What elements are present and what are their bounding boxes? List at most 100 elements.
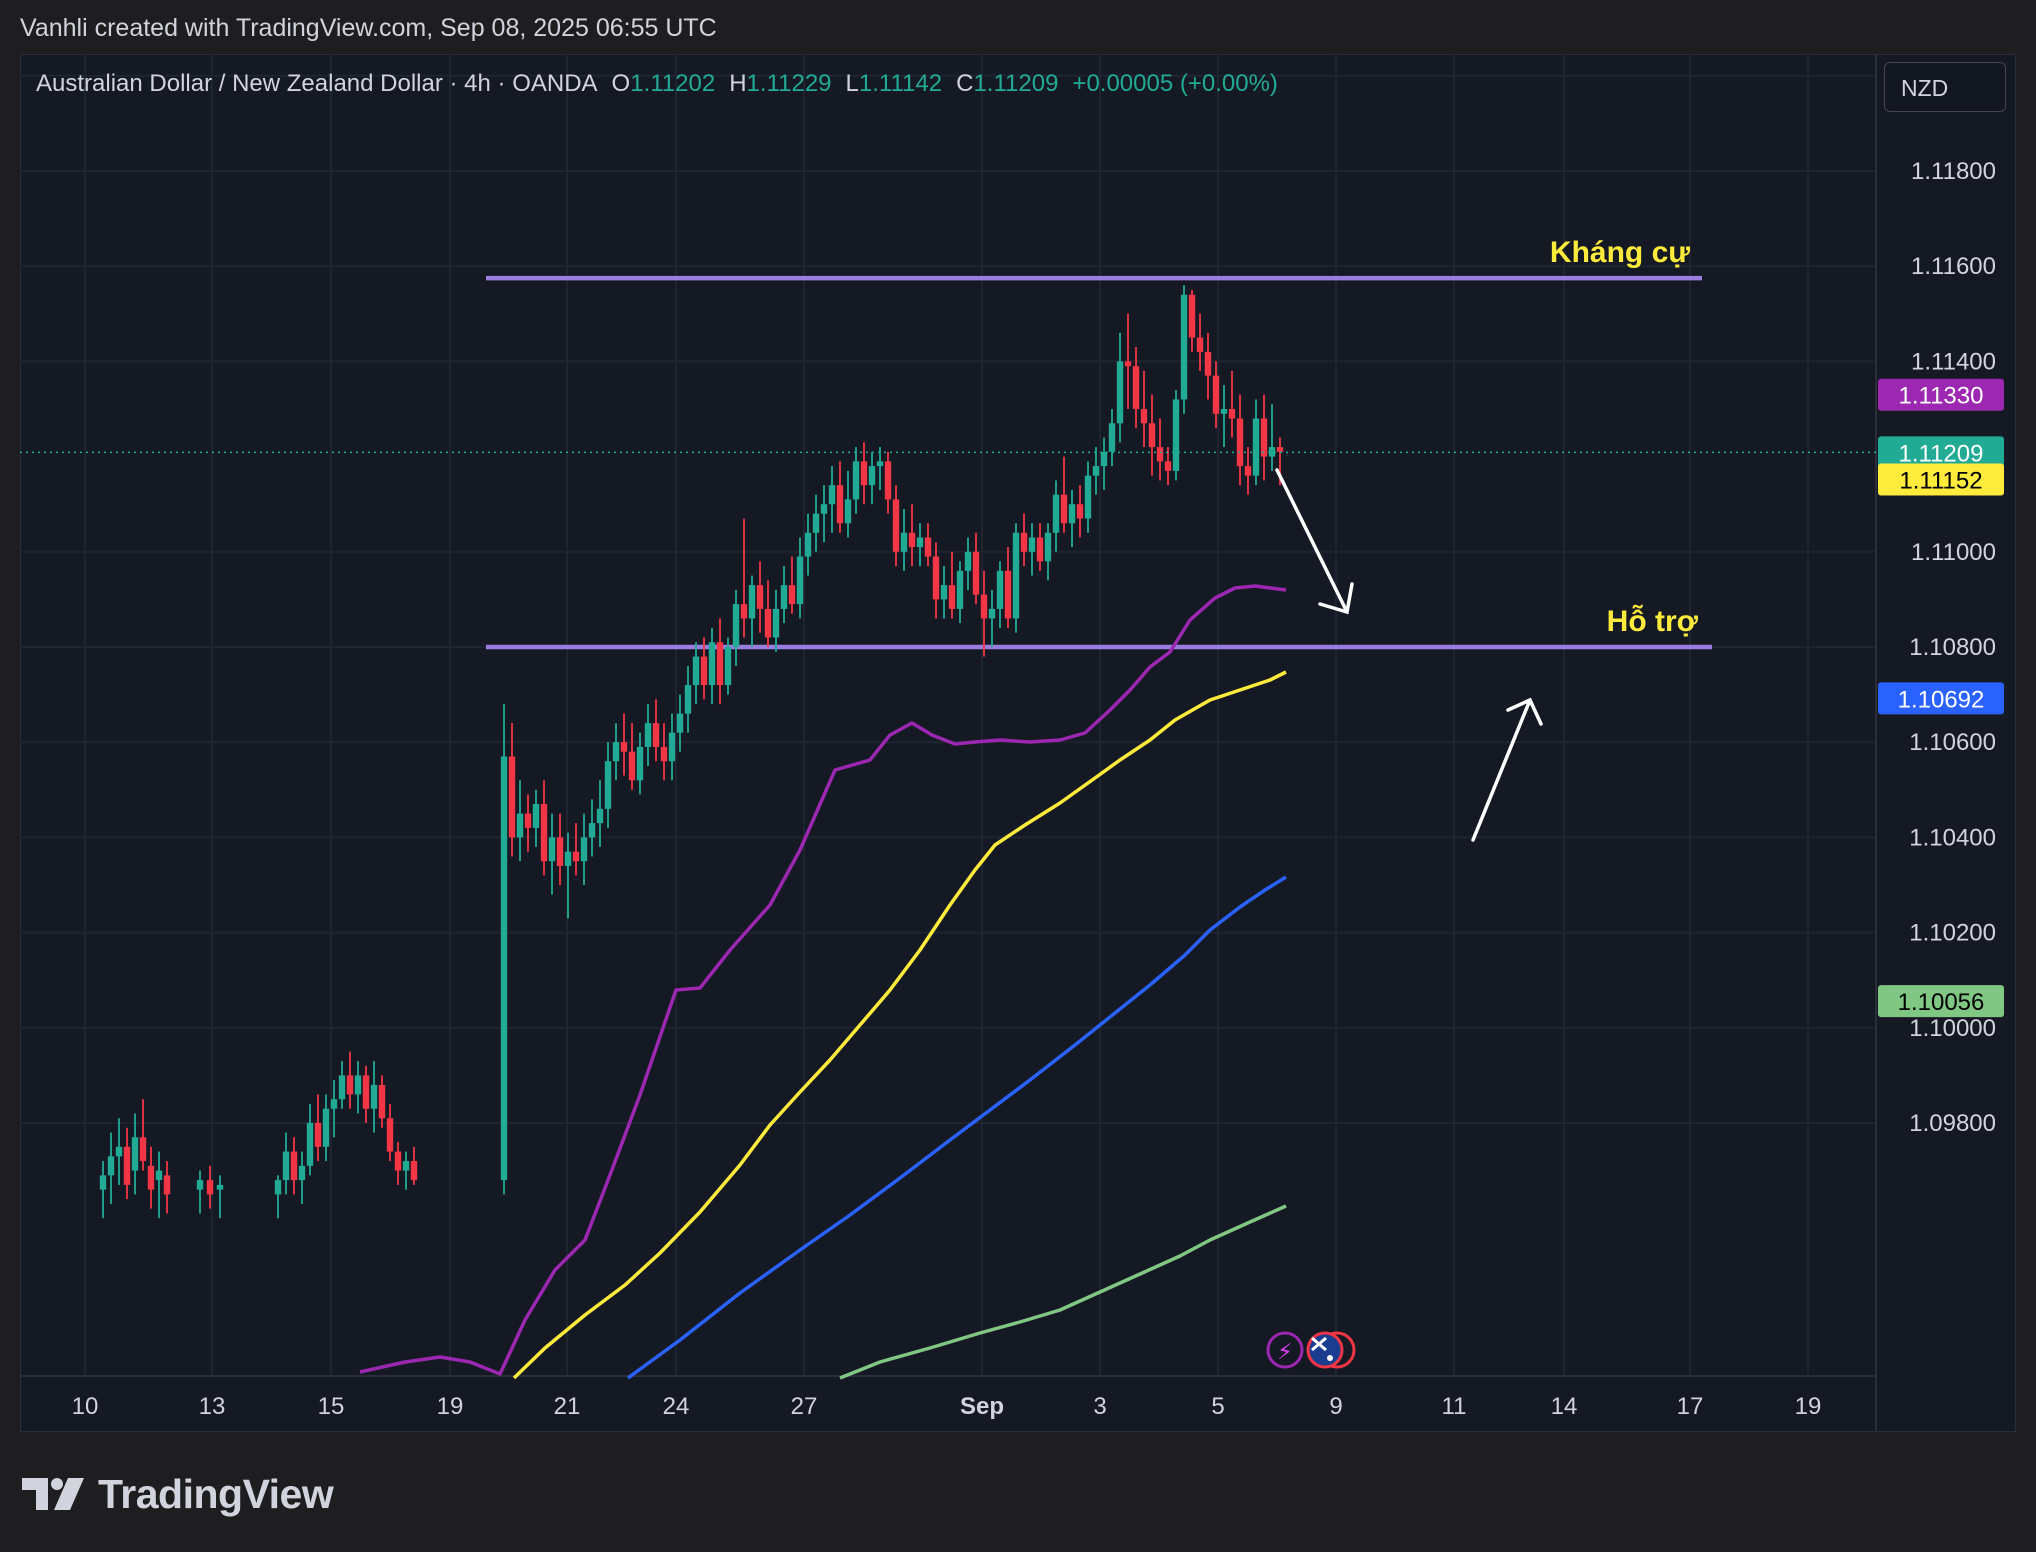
- candle-body[interactable]: [314, 1123, 322, 1147]
- candle-body[interactable]: [206, 1180, 214, 1195]
- candle-body[interactable]: [1148, 423, 1156, 448]
- candle-body[interactable]: [804, 532, 812, 557]
- candle-body[interactable]: [1204, 351, 1212, 376]
- candle-body[interactable]: [155, 1170, 163, 1181]
- candle-body[interactable]: [1108, 423, 1116, 452]
- candle-body[interactable]: [948, 585, 956, 609]
- time-axis[interactable]: 10 13 15 19 21 24 27 Sep 3 5 9 11 14 17 19: [72, 1393, 1822, 1420]
- candle-body[interactable]: [620, 742, 628, 752]
- candle-body[interactable]: [1132, 366, 1140, 409]
- candle-body[interactable]: [306, 1123, 314, 1166]
- candle-body[interactable]: [556, 837, 564, 866]
- candle-body[interactable]: [147, 1165, 155, 1190]
- candle-body[interactable]: [668, 732, 676, 762]
- candle-body[interactable]: [644, 723, 652, 747]
- event-markers[interactable]: ⚡: [1266, 1331, 1356, 1369]
- candle-body[interactable]: [1180, 294, 1188, 400]
- candle-body[interactable]: [1052, 494, 1060, 533]
- candle-body[interactable]: [908, 532, 916, 548]
- candle-body[interactable]: [107, 1156, 115, 1176]
- candle-body[interactable]: [764, 608, 772, 638]
- symbol-name[interactable]: Australian Dollar / New Zealand Dollar ·…: [36, 70, 598, 97]
- candle-body[interactable]: [636, 746, 644, 781]
- candle-body[interactable]: [1252, 418, 1260, 476]
- candle-body[interactable]: [115, 1146, 123, 1157]
- candle-body[interactable]: [410, 1161, 418, 1181]
- price-badge[interactable]: [1878, 463, 2004, 496]
- candle-body[interactable]: [508, 756, 516, 838]
- candle-body[interactable]: [1068, 504, 1076, 524]
- candle-body[interactable]: [298, 1165, 306, 1181]
- candle-body[interactable]: [612, 742, 620, 762]
- candle-body[interactable]: [1036, 537, 1044, 562]
- candle-body[interactable]: [1260, 418, 1268, 457]
- candle-body[interactable]: [868, 466, 876, 486]
- candle-body[interactable]: [692, 656, 700, 686]
- candle-body[interactable]: [1092, 466, 1100, 476]
- candle-body[interactable]: [1020, 532, 1028, 552]
- candle-body[interactable]: [956, 570, 964, 609]
- candle-body[interactable]: [812, 513, 820, 533]
- candle-body[interactable]: [900, 532, 908, 552]
- candle-body[interactable]: [1084, 475, 1092, 519]
- candle-body[interactable]: [820, 504, 828, 514]
- candle-body[interactable]: [596, 808, 604, 824]
- candle-body[interactable]: [564, 851, 572, 866]
- candle-body[interactable]: [996, 570, 1004, 609]
- candle-body[interactable]: [788, 585, 796, 605]
- candle-body[interactable]: [1076, 504, 1084, 519]
- tradingview-logo[interactable]: TradingView: [22, 1470, 334, 1518]
- price-axis[interactable]: 1.122001.120001.118001.116001.114001.110…: [1909, 0, 1996, 1137]
- candle-body[interactable]: [196, 1180, 204, 1190]
- candle-body[interactable]: [924, 537, 932, 557]
- candle-body[interactable]: [964, 551, 972, 571]
- candle-body[interactable]: [516, 813, 524, 838]
- candle-body[interactable]: [322, 1108, 330, 1147]
- candle-body[interactable]: [346, 1075, 354, 1095]
- candle-body[interactable]: [524, 813, 532, 828]
- candle-body[interactable]: [980, 594, 988, 619]
- candle-body[interactable]: [940, 585, 948, 600]
- candle-body[interactable]: [1012, 532, 1020, 619]
- candle-body[interactable]: [732, 604, 740, 647]
- candle-body[interactable]: [290, 1151, 298, 1181]
- candle-body[interactable]: [828, 485, 836, 505]
- candle-body[interactable]: [394, 1151, 402, 1171]
- candle-body[interactable]: [748, 585, 756, 619]
- candle-body[interactable]: [500, 756, 508, 1181]
- candle-body[interactable]: [163, 1175, 171, 1195]
- candle-body[interactable]: [628, 751, 636, 781]
- candle-body[interactable]: [588, 823, 596, 838]
- candle-body[interactable]: [1244, 466, 1252, 476]
- candle-body[interactable]: [1172, 399, 1180, 471]
- price-badge[interactable]: [1878, 985, 2004, 1018]
- candle-body[interactable]: [780, 585, 788, 609]
- candle-body[interactable]: [378, 1084, 386, 1119]
- up-arrow[interactable]: [1471, 697, 1543, 842]
- candle-body[interactable]: [338, 1075, 346, 1100]
- candle-body[interactable]: [1004, 570, 1012, 619]
- sma-blue-line[interactable]: [626, 875, 1287, 1380]
- candle-body[interactable]: [1100, 451, 1108, 467]
- sma-yellow-line[interactable]: [512, 670, 1287, 1380]
- candle-body[interactable]: [1164, 461, 1172, 471]
- candle-body[interactable]: [860, 461, 868, 486]
- candle-body[interactable]: [274, 1180, 282, 1195]
- candle-body[interactable]: [1124, 361, 1132, 367]
- candle-body[interactable]: [884, 461, 892, 500]
- candle-body[interactable]: [836, 485, 844, 524]
- candle-body[interactable]: [708, 642, 716, 686]
- candle-body[interactable]: [844, 499, 852, 524]
- candle-body[interactable]: [1028, 537, 1036, 552]
- candle-body[interactable]: [1188, 294, 1196, 338]
- candle-body[interactable]: [216, 1184, 224, 1190]
- candle-body[interactable]: [700, 656, 708, 686]
- candle-body[interactable]: [1140, 409, 1148, 424]
- candle-body[interactable]: [652, 723, 660, 747]
- price-badge[interactable]: [1878, 682, 2004, 715]
- level-annotation-label[interactable]: Kháng cự: [1550, 236, 1690, 269]
- candle-body[interactable]: [684, 685, 692, 714]
- candle-body[interactable]: [1044, 532, 1052, 562]
- candle-body[interactable]: [852, 461, 860, 500]
- candle-body[interactable]: [282, 1151, 290, 1181]
